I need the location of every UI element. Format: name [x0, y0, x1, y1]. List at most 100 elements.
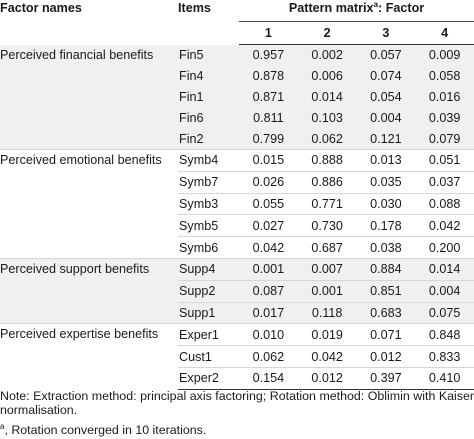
- loading-value: 0.771: [297, 192, 357, 215]
- factor-name: Perceived financial benefits: [0, 44, 178, 150]
- loading-value: 0.886: [297, 170, 357, 194]
- loading-value: 0.026: [239, 170, 298, 194]
- loading-value: 0.054: [356, 86, 416, 108]
- loading-value: 0.200: [415, 236, 474, 259]
- header-factor-names: Factor names: [0, 1, 82, 15]
- loading-value: 0.042: [239, 236, 298, 259]
- factor-name: Perceived support benefits: [0, 257, 178, 324]
- loading-value: 0.079: [415, 128, 474, 150]
- table-row: Symb7 0.026 0.886 0.035 0.037: [0, 170, 474, 194]
- item-code: Fin4: [178, 65, 239, 87]
- loading-value: 0.062: [239, 345, 298, 368]
- item-code: Symb6: [178, 236, 239, 259]
- loading-value: 0.035: [356, 170, 416, 194]
- loading-value: 0.007: [297, 257, 357, 281]
- loading-value: 0.088: [415, 192, 474, 215]
- table-row: Symb3 0.055 0.771 0.030 0.088: [0, 192, 474, 215]
- item-code: Supp1: [178, 301, 239, 324]
- note-superscript: a: [0, 421, 5, 431]
- table-row: Perceived emotional benefits Symb4 0.015 0.…: [0, 148, 474, 259]
- loading-value: 0.037: [415, 170, 474, 194]
- table-notes: Note: Extraction method: principal axis …: [0, 389, 474, 437]
- loading-value: 0.058: [415, 65, 474, 87]
- loading-value: 0.042: [415, 214, 474, 237]
- loading-value: 0.118: [297, 301, 357, 324]
- loading-value: 0.027: [239, 214, 298, 237]
- factor-group: Perceived support benefits Supp4 0.001 0.00…: [0, 257, 474, 324]
- item-code: Symb3: [178, 192, 239, 215]
- loading-value: 0.071: [356, 323, 416, 346]
- loading-value: 0.017: [239, 301, 298, 324]
- item-code: Exper2: [178, 366, 239, 390]
- item-code: Symb5: [178, 214, 239, 237]
- loading-value: 0.051: [415, 148, 474, 172]
- loading-value: 0.038: [356, 236, 416, 259]
- loading-value: 0.730: [297, 214, 357, 237]
- item-code: Supp4: [178, 257, 239, 281]
- factor-col-header: 2: [297, 21, 357, 45]
- table-header: Factor names Items Pattern matrixa: Fact…: [0, 0, 474, 45]
- table-row: Fin2 0.799 0.062 0.121 0.079: [0, 128, 474, 150]
- loading-value: 0.957: [239, 44, 298, 66]
- item-code: Symb7: [178, 170, 239, 194]
- loading-value: 0.012: [356, 345, 416, 368]
- loading-value: 0.014: [415, 257, 474, 281]
- loading-value: 0.799: [239, 128, 298, 150]
- pattern-matrix-superscript: a: [373, 0, 378, 9]
- table-row: Supp2 0.087 0.001 0.851 0.004: [0, 279, 474, 303]
- note-extraction: Note: Extraction method: principal axis …: [0, 389, 474, 417]
- table-row: Exper2 0.154 0.012 0.397 0.410: [0, 366, 474, 390]
- loading-value: 0.074: [356, 65, 416, 87]
- loading-value: 0.397: [356, 366, 416, 390]
- item-code: Symb4: [178, 148, 239, 172]
- table-row: Fin6 0.811 0.103 0.004 0.039: [0, 107, 474, 129]
- loading-value: 0.062: [297, 128, 357, 150]
- header-items: Items: [178, 1, 211, 15]
- loading-value: 0.687: [297, 236, 357, 259]
- loading-value: 0.087: [239, 279, 298, 303]
- loading-value: 0.009: [415, 44, 474, 66]
- loading-value: 0.010: [239, 323, 298, 346]
- loading-value: 0.871: [239, 86, 298, 108]
- loading-value: 0.178: [356, 214, 416, 237]
- pattern-matrix-label: Pattern matrix: [288, 1, 374, 15]
- item-code: Fin6: [178, 107, 239, 129]
- pattern-matrix-table: Factor names Items Pattern matrixa: Fact…: [0, 0, 474, 390]
- table-row: Supp1 0.017 0.118 0.683 0.075: [0, 301, 474, 324]
- loading-value: 0.848: [415, 323, 474, 346]
- note-rotation: a, Rotation converged in 10 iterations.: [0, 421, 474, 437]
- factor-group: Perceived expertise benefits Exper1 0.010 0…: [0, 323, 474, 390]
- loading-value: 0.878: [239, 65, 298, 87]
- item-code: Fin2: [178, 128, 239, 150]
- loading-value: 0.013: [356, 148, 416, 172]
- table-row: Cust1 0.062 0.042 0.012 0.833: [0, 345, 474, 368]
- factor-group: Perceived financial benefits Fin5 0.957 0.0…: [0, 44, 474, 150]
- loading-value: 0.014: [297, 86, 357, 108]
- loading-value: 0.004: [356, 107, 416, 129]
- loading-value: 0.833: [415, 345, 474, 368]
- table-row: Fin1 0.871 0.014 0.054 0.016: [0, 86, 474, 108]
- loading-value: 0.683: [356, 301, 416, 324]
- loading-value: 0.001: [239, 257, 298, 281]
- loading-value: 0.055: [239, 192, 298, 215]
- loading-value: 0.001: [297, 279, 357, 303]
- loading-value: 0.811: [239, 107, 298, 129]
- header-pattern-matrix: Pattern matrixa: Factor: [239, 0, 474, 22]
- loading-value: 0.030: [356, 192, 416, 215]
- pattern-matrix-suffix: : Factor: [378, 1, 425, 15]
- loading-value: 0.012: [297, 366, 357, 390]
- loading-value: 0.075: [415, 301, 474, 324]
- loading-value: 0.121: [356, 128, 416, 150]
- loading-value: 0.057: [356, 44, 416, 66]
- loading-value: 0.042: [297, 345, 357, 368]
- loading-value: 0.019: [297, 323, 357, 346]
- table-row: Perceived expertise benefits Exper1 0.010 0…: [0, 323, 474, 390]
- loading-value: 0.154: [239, 366, 298, 390]
- loading-value: 0.006: [297, 65, 357, 87]
- note-rotation-text: , Rotation converged in 10 iterations.: [4, 423, 207, 437]
- factor-name: Perceived emotional benefits: [0, 148, 178, 259]
- loading-value: 0.884: [356, 257, 416, 281]
- loading-value: 0.039: [415, 107, 474, 129]
- factor-col-header: 1: [239, 21, 298, 45]
